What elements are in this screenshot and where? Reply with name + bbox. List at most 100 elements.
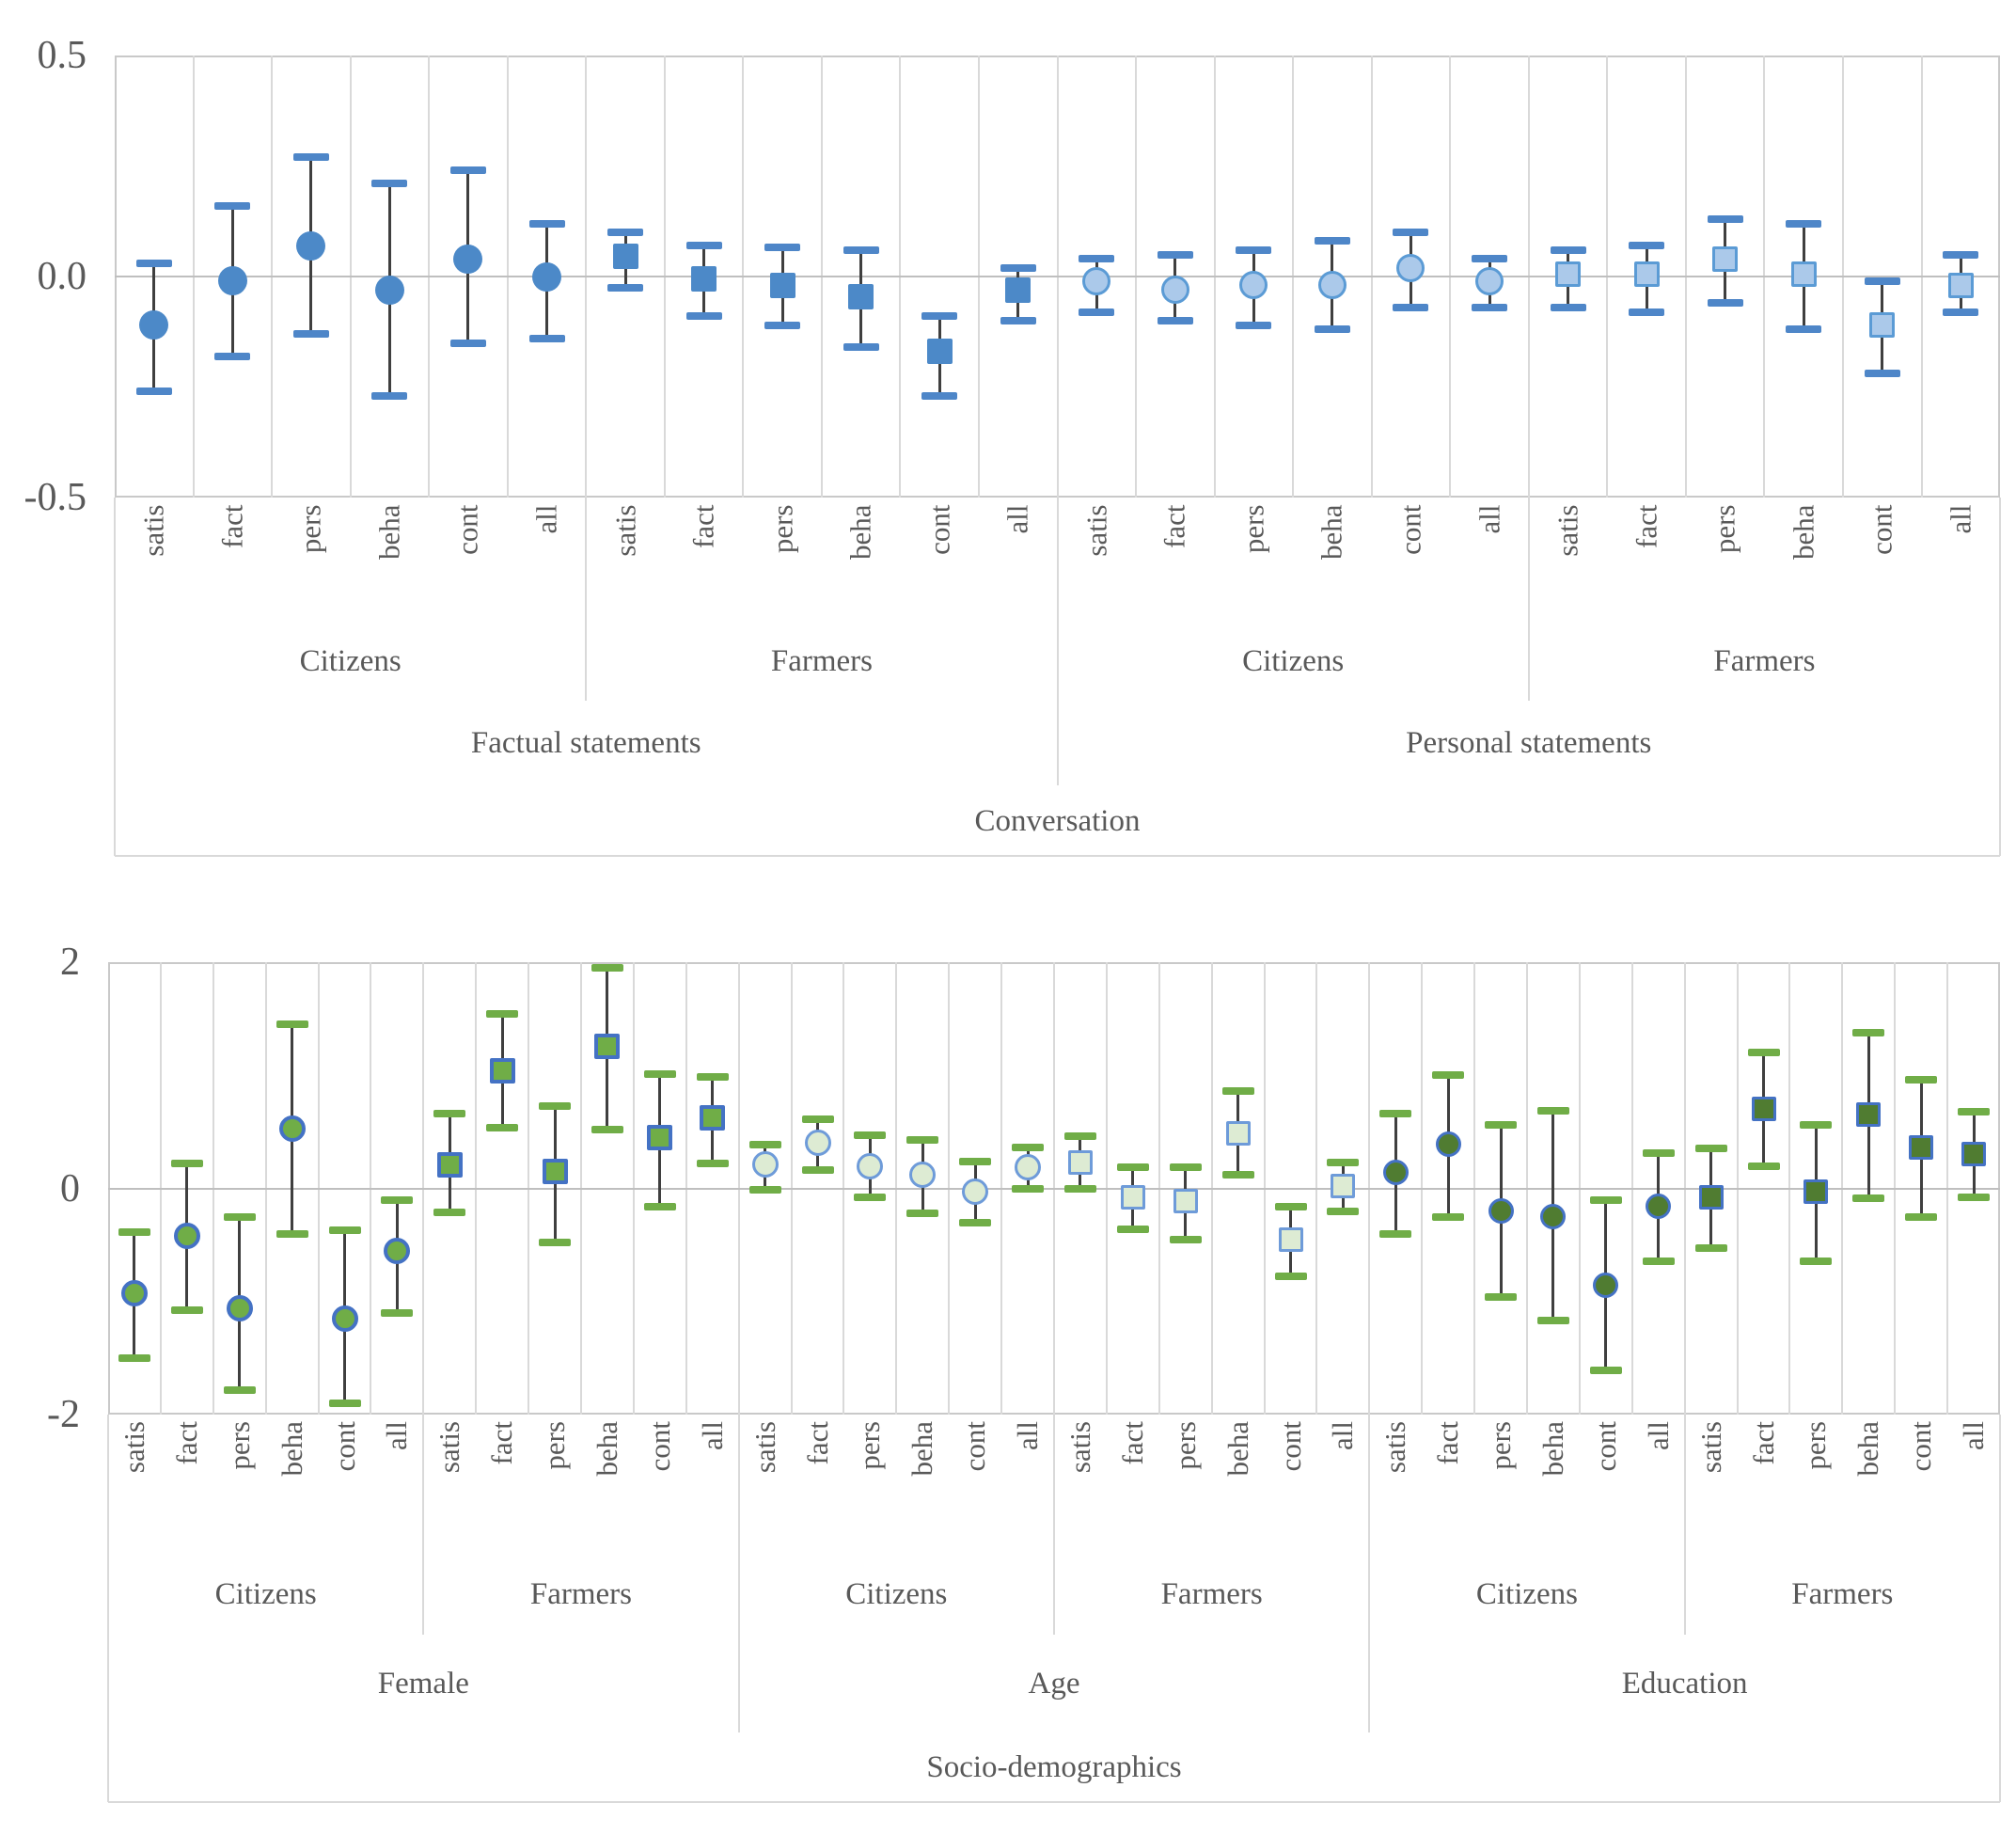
group-divider [1683, 1415, 1686, 1635]
error-bar-cap-bottom [1314, 325, 1350, 334]
error-bar-cap-top [1221, 1087, 1254, 1096]
error-bar-cap-bottom [591, 1126, 623, 1133]
group-divider [1527, 498, 1530, 701]
error-bar-cap-bottom [906, 1210, 939, 1217]
zero-line [115, 276, 2000, 277]
circle-marker-female [226, 1295, 253, 1321]
error-bar-cap-top [276, 1020, 308, 1029]
error-bar-cap-bottom [1012, 1184, 1045, 1193]
group-divider [1053, 1415, 1055, 1635]
error-bar-cap-bottom [486, 1123, 519, 1131]
circle-marker-education [1646, 1194, 1672, 1220]
error-bar-cap-top [1063, 1132, 1096, 1141]
error-bar-cap-bottom [801, 1166, 834, 1175]
circle-marker-age [804, 1130, 831, 1157]
error-bar-cap-top [1274, 1202, 1307, 1210]
error-bar-cap-top [486, 1010, 519, 1019]
group-label: Farmers [1791, 1577, 1894, 1611]
category-tick-label: pers [1236, 504, 1270, 553]
category-tick-label: all [1641, 1421, 1675, 1450]
category-tick-label: beha [843, 504, 877, 560]
y-axis-tick-label: -2 [47, 1393, 80, 1436]
circle-marker-factual [532, 261, 561, 292]
error-bar-cap-top [643, 1070, 676, 1078]
error-bar-cap-bottom [1852, 1194, 1885, 1203]
group-divider [1368, 1415, 1371, 1635]
error-bar-cap-top [685, 242, 722, 250]
error-bar-cap-top [1707, 214, 1743, 223]
x-axis-title: Conversation [974, 803, 1141, 838]
circle-marker-education [1540, 1204, 1567, 1230]
error-bar-cap-top [1116, 1163, 1149, 1171]
error-bar-cap-top [1629, 242, 1665, 250]
category-tick-label: pers [1168, 1421, 1202, 1470]
error-bar-cap-bottom [843, 343, 879, 352]
square-marker-education [1909, 1135, 1934, 1161]
error-bar-cap-top [1379, 1110, 1412, 1118]
outer-group-divider [1056, 701, 1059, 785]
error-bar-cap-bottom [539, 1239, 572, 1247]
label-area-left-border [107, 1415, 109, 1802]
error-bar-cap-top [371, 180, 408, 188]
category-tick-label: fact [686, 504, 720, 548]
category-tick-label: fact [1630, 504, 1663, 548]
category-tick-label: pers [853, 1421, 887, 1470]
y-axis-tick-label: 0.5 [37, 34, 87, 77]
circle-marker-education [1488, 1198, 1514, 1224]
category-tick-label: beha [1851, 1421, 1885, 1477]
group-divider [585, 498, 588, 701]
circle-marker-age [857, 1152, 884, 1179]
error-bar-cap-bottom [135, 388, 172, 396]
circle-marker-education [1593, 1273, 1619, 1299]
error-bar-cap-bottom [118, 1353, 150, 1362]
error-bar-cap-bottom [696, 1160, 729, 1167]
error-bar-cap-bottom [292, 330, 329, 339]
square-marker-personal [1947, 272, 1974, 298]
category-tick-label: all [380, 1421, 414, 1450]
error-bar-cap-bottom [1943, 308, 1979, 316]
error-bar-cap-top [528, 219, 565, 228]
category-tick-label: pers [765, 504, 799, 553]
error-bar-cap-top [696, 1072, 729, 1081]
error-bar-cap-top [1642, 1149, 1675, 1158]
category-tick-label: satis [1063, 1421, 1096, 1474]
square-marker-education [1803, 1179, 1829, 1205]
group-label: Citizens [1475, 1577, 1579, 1611]
outer-group-divider [737, 1635, 740, 1732]
error-bar-cap-bottom [449, 339, 486, 347]
error-bar-cap-top [1236, 245, 1272, 254]
category-tick-label: all [1473, 504, 1505, 533]
outer-group-label: Personal statements [1406, 726, 1652, 760]
error-bar-cap-top [1079, 255, 1115, 263]
error-bar-cap-top [223, 1212, 256, 1221]
category-tick-label: beha [372, 504, 406, 560]
error-bar-cap-top [1393, 229, 1429, 236]
group-label: Citizens [1242, 643, 1345, 678]
group-divider [1056, 498, 1059, 701]
circle-marker-education [1382, 1160, 1409, 1186]
group-label: Citizens [214, 1577, 317, 1611]
circle-marker-factual [296, 230, 326, 261]
error-bar-cap-top [764, 244, 801, 252]
error-bar-cap-top [381, 1195, 414, 1204]
error-bar-cap-top [959, 1157, 992, 1165]
circle-marker-age [751, 1151, 779, 1179]
category-tick-label: beha [906, 1421, 939, 1477]
error-bar-cap-bottom [1327, 1207, 1360, 1215]
error-bar-cap-top [748, 1140, 781, 1148]
circle-marker-female [278, 1115, 306, 1142]
square-marker-female [436, 1151, 463, 1178]
error-bar-cap-top [449, 166, 486, 175]
error-bar-cap-bottom [381, 1308, 414, 1317]
error-bar-cap-bottom [1800, 1257, 1833, 1265]
error-bar-cap-bottom [328, 1400, 361, 1407]
group-label: Farmers [529, 1577, 633, 1611]
category-tick-label: beha [275, 1421, 308, 1477]
error-bar-cap-top [1852, 1028, 1885, 1036]
circle-marker-personal [1160, 276, 1189, 305]
category-tick-label: all [1944, 504, 1977, 533]
category-tick-label: cont [958, 1421, 992, 1472]
error-bar-cap-bottom [1642, 1257, 1675, 1265]
error-bar-cap-top [591, 964, 623, 972]
y-axis-tick-label: 0 [60, 1166, 80, 1210]
